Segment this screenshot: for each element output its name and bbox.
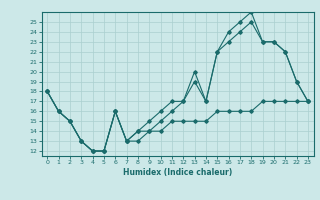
X-axis label: Humidex (Indice chaleur): Humidex (Indice chaleur) xyxy=(123,168,232,177)
